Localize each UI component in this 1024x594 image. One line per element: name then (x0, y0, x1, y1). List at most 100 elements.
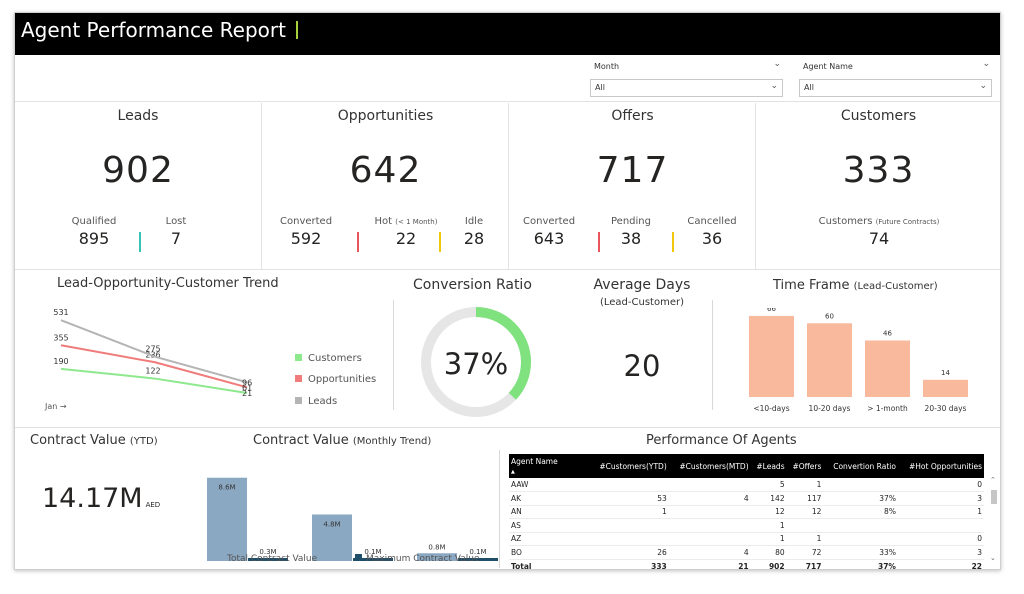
col-customers-mtd[interactable]: #Customers(MTD) (668, 454, 751, 478)
data-label: 0.1M (469, 548, 486, 556)
red-divider (357, 232, 359, 252)
bar (207, 477, 247, 561)
kpi-opportunities-title: Opportunities (337, 108, 434, 124)
table-cell: 4 (668, 491, 751, 506)
kpi-offers-converted-label: Converted (523, 216, 576, 227)
trend-title: Lead-Opportunity-Customer Trend (57, 276, 279, 291)
legend-swatch (355, 554, 362, 561)
trend-chart: 190 122 21 355 236 61 531 275 96 Jan → (44, 308, 252, 411)
table-cell: 72 (786, 545, 824, 560)
table-cell: 37% (823, 491, 898, 506)
month-dropdown-value: All (595, 83, 605, 92)
table-cell (823, 518, 898, 533)
kpi-customers-card: Customers 333 Customers (Future Contract… (757, 103, 1000, 269)
table-cell (897, 518, 984, 533)
agent-dropdown[interactable]: All ⌄ (799, 79, 992, 97)
table-cell: 33% (823, 545, 898, 560)
table-cell: BO (509, 545, 589, 560)
bar (458, 558, 498, 561)
scroll-up-icon[interactable]: ⌃ (990, 476, 996, 484)
table-cell: 117 (786, 491, 824, 506)
kpi-future-customers: Customers (Future Contracts) 74 (809, 216, 949, 248)
bar (312, 514, 352, 561)
kpi-future-customers-label: Customers (Future Contracts) (818, 216, 940, 227)
legend-swatch (295, 354, 302, 361)
contract-unit: AED (145, 501, 161, 509)
kpi-lost-value: 7 (170, 229, 182, 248)
chevron-down-icon[interactable]: ⌄ (770, 81, 778, 91)
kpi-offers-title: Offers (611, 108, 654, 124)
kpi-leads-card: Leads 902 Qualified 895 Lost 7 (15, 103, 262, 269)
bar (923, 379, 968, 397)
kpi-leads-value: 902 (102, 150, 174, 191)
bar (417, 553, 457, 561)
series-line-customers (60, 367, 248, 394)
table-row: AN 1 12 12 8% 1 (509, 505, 984, 519)
kpi-future-customers-value: 74 (868, 229, 890, 248)
table-cell: 80 (750, 545, 787, 560)
agent-slicer-label: Agent Name (803, 62, 853, 71)
kpi-offers-cancelled-value: 36 (701, 229, 723, 248)
agent-dropdown-value: All (804, 83, 814, 92)
kpi-opp-idle: Idle 28 (459, 216, 489, 248)
data-label: 14 (941, 369, 950, 377)
col-hot-opportunities[interactable]: #Hot Opportunities (897, 454, 984, 478)
kpi-offers-cancelled: Cancelled 36 (686, 216, 738, 248)
agent-slicer[interactable]: Agent Name ⌄ All ⌄ (799, 59, 992, 99)
col-offers[interactable]: #Offers (786, 454, 824, 478)
kpi-customers-value: 333 (842, 150, 915, 191)
conversion-value: 37% (443, 347, 509, 381)
kpi-offers-pending-label: Pending (611, 216, 651, 227)
col-customers-ytd[interactable]: #Customers(YTD) (589, 454, 669, 478)
sort-up-icon[interactable]: ▲ (511, 469, 515, 475)
data-label: 4.8M (323, 521, 340, 529)
filter-row: Month ⌄ All ⌄ Agent Name ⌄ All ⌄ (15, 56, 1000, 102)
kpi-qualified: Qualified 895 (71, 216, 117, 248)
avgdays-title: Average Days (593, 277, 691, 293)
table-cell: 8% (823, 505, 898, 519)
kpi-offers-pending-value: 38 (620, 229, 642, 248)
month-slicer[interactable]: Month ⌄ All ⌄ (590, 59, 783, 99)
table-cell (823, 532, 898, 546)
kpi-qualified-label: Qualified (71, 216, 117, 227)
scroll-down-icon[interactable]: ⌄ (990, 554, 996, 562)
table-cell: 717 (805, 561, 822, 570)
col-conversion-ratio[interactable]: Convertion Ratio (823, 454, 898, 478)
table-row: AAW 5 1 0 (509, 478, 984, 492)
table-cell: AN (509, 505, 589, 519)
table-row: AS 1 (509, 518, 984, 533)
table-cell: AS (509, 518, 589, 533)
legend-customers: Customers (295, 353, 362, 364)
col-leads[interactable]: #Leads (750, 454, 787, 478)
table-cell: 902 (768, 561, 785, 570)
chevron-down-icon[interactable]: ⌄ (979, 81, 987, 91)
table-cell (589, 518, 669, 533)
bar (749, 315, 794, 397)
chevron-down-icon[interactable]: ⌄ (773, 59, 781, 69)
kpi-opp-hot-value: 22 (395, 229, 417, 248)
bar (807, 323, 852, 397)
table-cell: 0 (897, 478, 984, 492)
table-cell: Total (511, 561, 532, 570)
kpi-offers-converted: Converted 643 (523, 216, 575, 248)
data-label: 0.8M (428, 543, 445, 551)
month-dropdown[interactable]: All ⌄ (590, 79, 783, 97)
data-label: 61 (242, 383, 252, 392)
title-bar: Agent Performance Report (15, 13, 1000, 55)
kpi-opp-hot-label: Hot (< 1 Month) (374, 216, 438, 227)
row-divider (15, 269, 1000, 270)
timeframe-title: Time Frame (Lead-Customer) (773, 278, 938, 293)
chevron-down-icon[interactable]: ⌄ (982, 59, 990, 69)
table-cell: 12 (786, 505, 824, 519)
kpi-opportunities-value: 642 (349, 150, 422, 191)
scroll-thumb[interactable] (991, 490, 997, 504)
series-line-opportunities (60, 344, 248, 389)
data-label: 8.6M (218, 484, 235, 492)
table-cell: 1 (750, 532, 787, 546)
legend-swatch (216, 554, 223, 561)
kpi-offers-pending: Pending 38 (608, 216, 654, 248)
table-row: BO 26 4 80 72 33% 3 (509, 545, 984, 560)
col-agent-name[interactable]: Agent Name ▲ (509, 454, 589, 478)
table-scrollbar[interactable]: ⌃ ⌄ (990, 472, 998, 567)
conversion-title: Conversion Ratio (413, 277, 532, 293)
